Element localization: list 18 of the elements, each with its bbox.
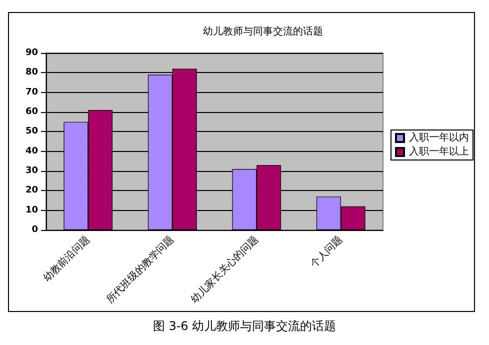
- y-tick-label: 60: [25, 107, 38, 117]
- caption: 图 3-6 幼儿教师与同事交流的话题: [152, 319, 336, 333]
- x-tick-label: 个人问题: [308, 233, 345, 270]
- y-tick-label: 10: [25, 205, 38, 216]
- y-tick-label: 20: [25, 186, 38, 196]
- y-tick-label: 0: [32, 225, 38, 235]
- y-tick-label: 80: [25, 68, 38, 78]
- x-tick-label: 幼儿家长关心的问题: [188, 233, 261, 306]
- y-tick-label: 50: [25, 126, 38, 137]
- legend-label: 入职一年以上: [409, 146, 469, 158]
- y-tick-label: 90: [25, 48, 38, 58]
- x-tick-label: 所代班级的教学问题: [104, 233, 176, 306]
- legend-label: 入职一年以内: [409, 132, 469, 144]
- y-tick-label: 40: [25, 146, 38, 156]
- x-tick-label: 幼教前沿问题: [41, 233, 92, 284]
- chart-title: 幼儿教师与同事交流的话题: [203, 26, 323, 38]
- y-tick-label: 30: [25, 166, 38, 176]
- y-tick-label: 70: [25, 87, 38, 98]
